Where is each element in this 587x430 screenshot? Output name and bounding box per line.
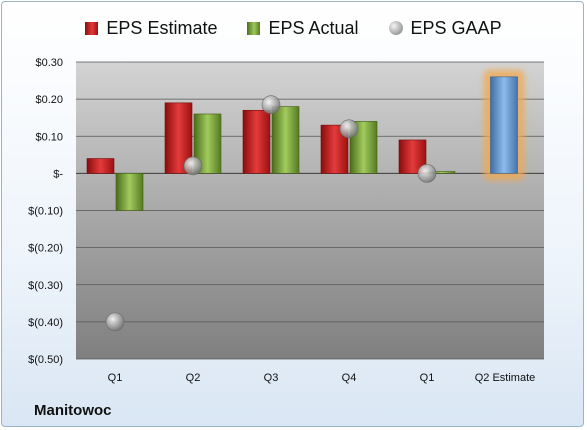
gaap-point — [417, 164, 437, 183]
gridlines — [76, 61, 544, 360]
y-tick-label: $(0.10) — [28, 206, 63, 218]
x-axis-labels: Q1 Q2 Q3 Q4 Q1 Q2 Estimate — [108, 372, 536, 384]
gaap-point — [261, 95, 281, 114]
x-tick-label: Q2 Estimate — [475, 372, 536, 384]
y-axis-labels: $0.30 $0.20 $0.10 $- $(0.10) $(0.20) $(0.30) $(… — [28, 57, 63, 366]
gaap-point — [339, 119, 359, 139]
legend-item-estimate: EPS Estimate — [85, 18, 217, 39]
legend-item-actual: EPS Actual — [247, 17, 359, 39]
y-tick-label: $(0.40) — [28, 317, 63, 329]
x-tick-label: Q2 — [186, 372, 201, 384]
y-tick-label: $0.10 — [35, 131, 63, 143]
y-tick-label: $(0.20) — [28, 243, 63, 255]
x-tick-label: Q1 — [420, 372, 435, 384]
legend-item-gaap: EPS GAAP — [388, 17, 502, 39]
y-tick-label: $(0.30) — [28, 280, 63, 292]
legend-label-actual: EPS Actual — [268, 17, 359, 38]
y-tick-label: $- — [53, 168, 63, 180]
legend-swatch-gaap — [388, 21, 403, 35]
y-tick-label: $(0.50) — [28, 354, 63, 366]
gaap-point — [105, 312, 125, 332]
y-tick-label: $0.20 — [35, 94, 63, 106]
legend-swatch-actual — [247, 21, 261, 35]
bar-projection — [490, 76, 518, 174]
y-tick-label: $0.30 — [35, 57, 63, 69]
gaap-point — [183, 156, 203, 176]
bar-actual — [115, 173, 144, 211]
legend-swatch-estimate — [85, 21, 99, 35]
legend-label-estimate: EPS Estimate — [106, 17, 218, 38]
legend-label-gaap: EPS GAAP — [410, 17, 502, 38]
x-tick-label: Q4 — [342, 372, 357, 384]
chart-legend: EPS Estimate EPS Actual EPS GAAP — [0, 14, 587, 42]
company-name: Manitowoc — [34, 402, 112, 419]
bar-actual — [271, 106, 300, 174]
x-tick-label: Q3 — [264, 372, 279, 384]
x-tick-label: Q1 — [108, 372, 123, 384]
bar-estimate — [86, 158, 115, 174]
bar-estimate — [242, 109, 271, 174]
gaap-points — [105, 95, 437, 332]
